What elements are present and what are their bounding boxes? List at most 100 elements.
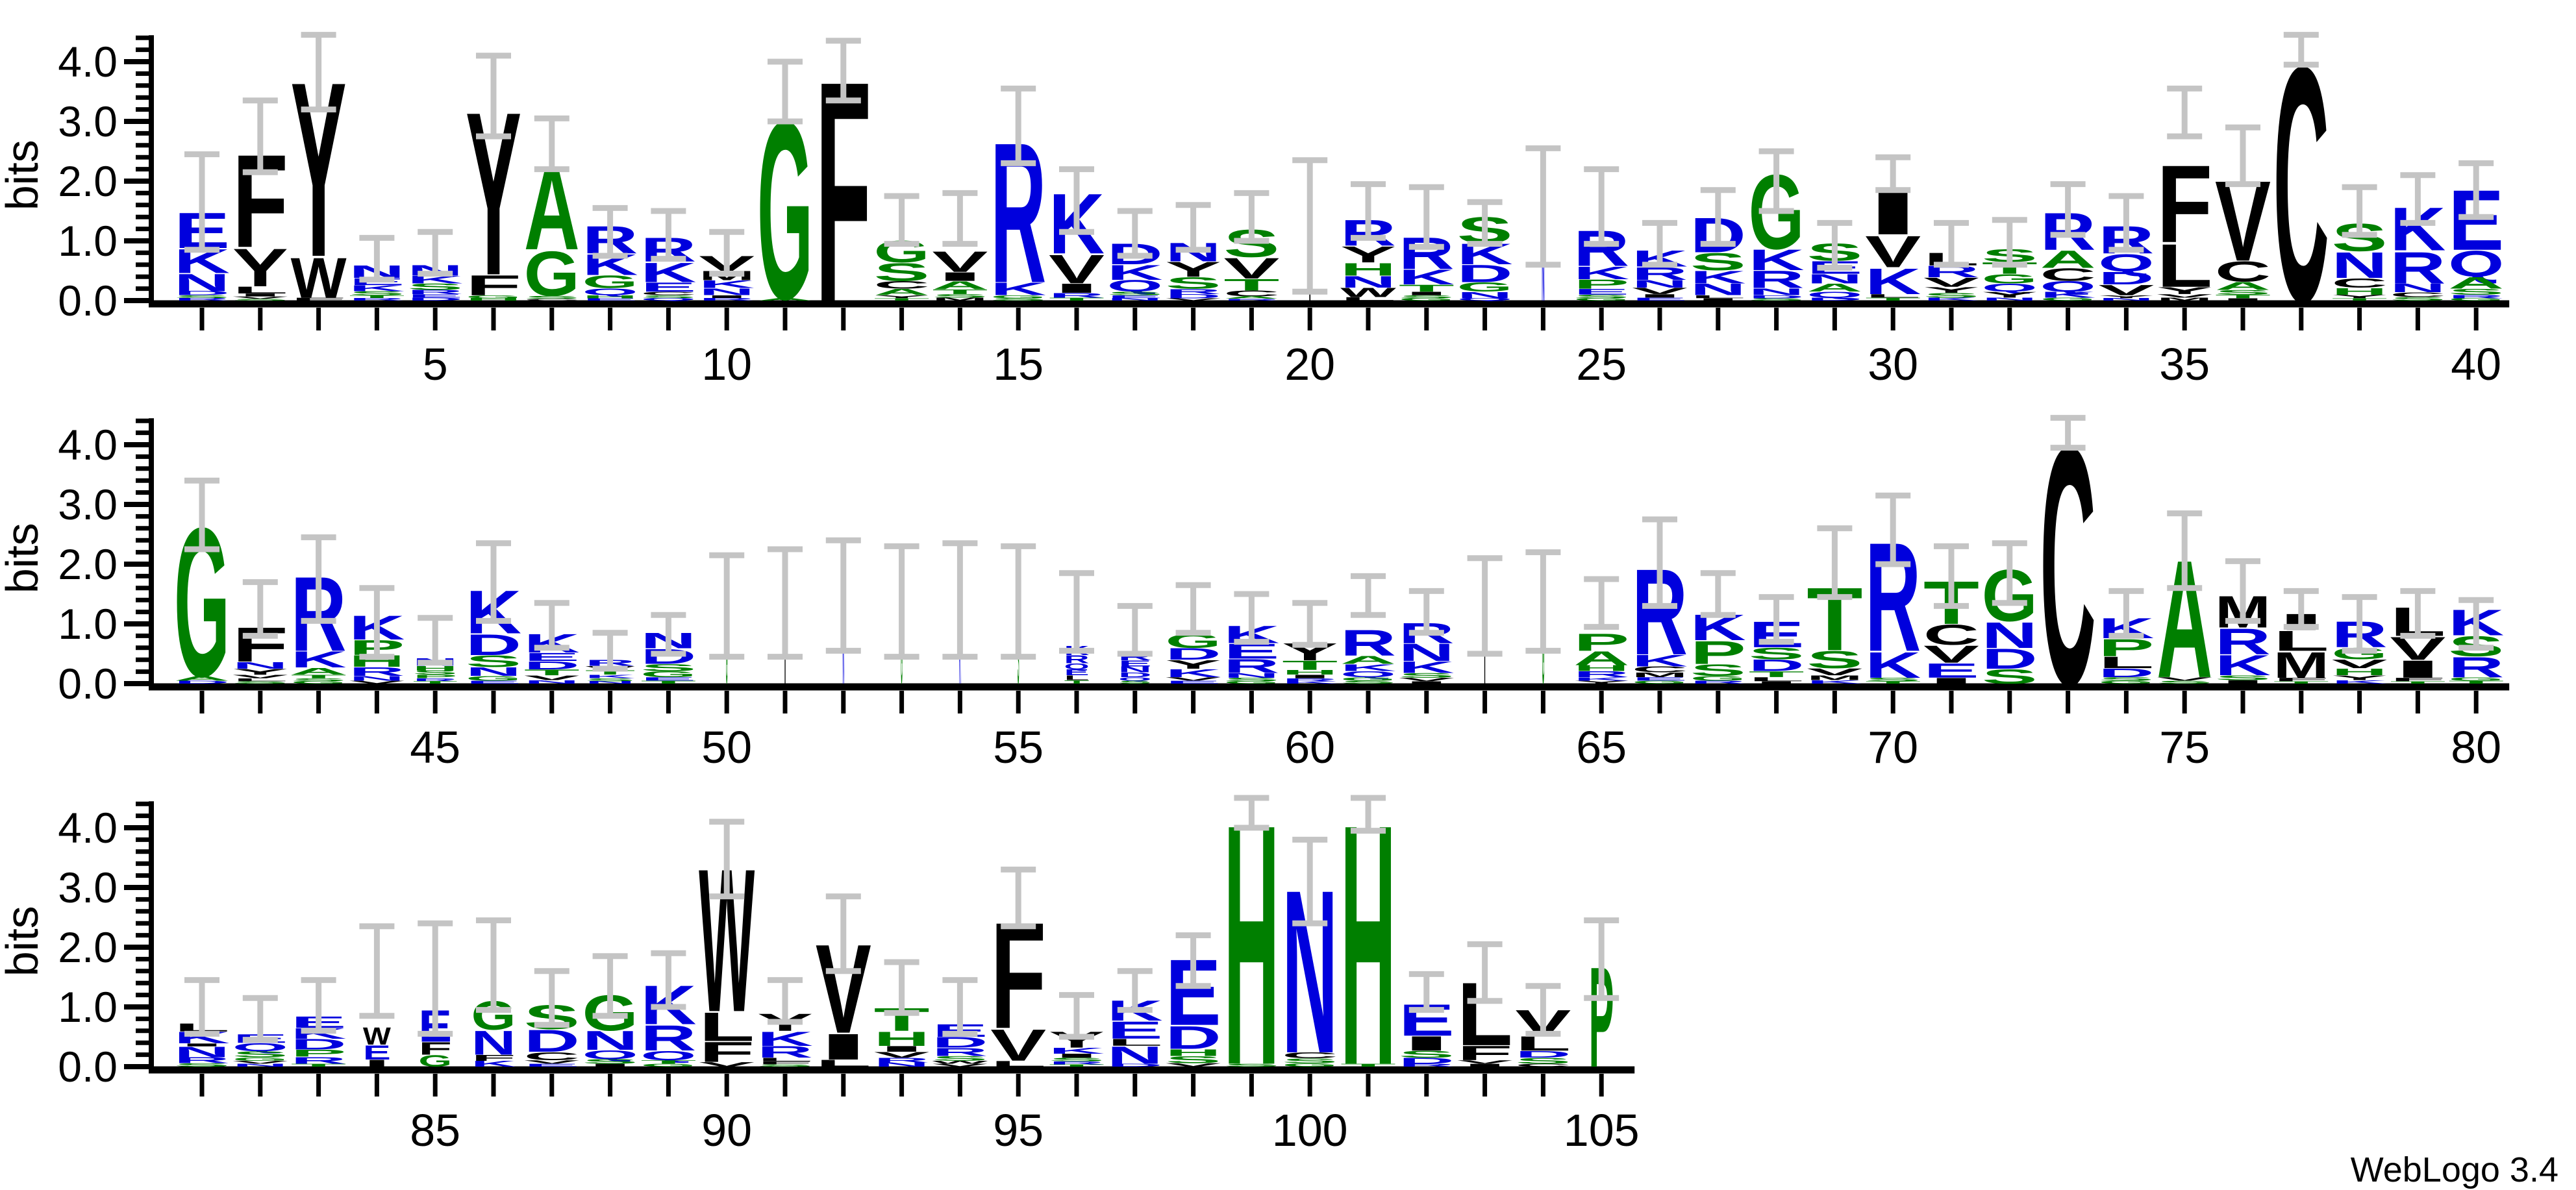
error-bar xyxy=(2108,193,2144,253)
logo-letter: R xyxy=(2390,242,2445,293)
logo-letter: N xyxy=(174,269,230,297)
logo-letter: Y xyxy=(1166,658,1221,671)
logo-letter: K xyxy=(471,1060,516,1069)
logo-letter: N xyxy=(466,665,521,678)
logo-letter: S xyxy=(1282,1057,1338,1064)
error-bar xyxy=(1934,543,1969,609)
x-tick-label: 30 xyxy=(1868,339,1918,383)
logo-letter: D xyxy=(407,297,463,301)
logo-letter: K xyxy=(1166,667,1221,680)
logo-letter: R xyxy=(757,1043,813,1061)
logo-letter: F xyxy=(1457,1041,1513,1065)
logo-letter: I xyxy=(699,295,755,299)
logo-letter: S xyxy=(640,662,696,673)
logo-letter: E xyxy=(1632,676,1688,682)
logo-letter: R xyxy=(1749,266,1805,293)
logo-letter: R xyxy=(1223,655,1279,677)
logo-letter: F xyxy=(2390,676,2445,682)
y-tick-label: 2.0 xyxy=(58,157,118,205)
logo-letter: R xyxy=(2215,621,2271,662)
y-tick-label: 1.0 xyxy=(58,600,118,648)
logo-letter: I xyxy=(2390,656,2445,683)
error-bar xyxy=(1467,555,1503,657)
logo-letter: A xyxy=(1807,282,1862,295)
logo-letter: Q xyxy=(1064,662,1090,671)
logo-letter: M xyxy=(2273,645,2329,686)
logo-letter: Q xyxy=(2448,244,2504,285)
logo-letter: W xyxy=(363,1022,392,1050)
logo-letter: R xyxy=(174,297,230,301)
logo-letter: N xyxy=(1749,286,1805,297)
logo-letter: W xyxy=(932,1060,988,1065)
error-bar xyxy=(1001,543,1036,660)
logo-letter: Q xyxy=(1118,676,1152,682)
logo-letter: R xyxy=(174,1056,230,1065)
logo-letter: E xyxy=(407,293,463,299)
logo-letter: P xyxy=(413,674,458,679)
logo-letter: S xyxy=(2215,674,2271,681)
error-bar xyxy=(1934,219,1969,268)
logo-letter: S xyxy=(1690,249,1746,276)
logo-letter: S xyxy=(1166,1054,1221,1065)
logo-letter: Q xyxy=(2098,249,2154,277)
logo-letter: T xyxy=(2273,680,2329,684)
logo-letter: F xyxy=(471,1054,516,1063)
logo-letter: C xyxy=(1632,665,1688,674)
error-bar xyxy=(2167,510,2203,591)
logo-letter: T xyxy=(1865,297,1921,301)
error-bar xyxy=(1992,540,2027,606)
error-bar xyxy=(1817,219,1853,271)
logo-letter: S xyxy=(640,295,696,299)
logo-letter: Q xyxy=(232,1041,288,1054)
logo-letter: N xyxy=(1399,639,1455,666)
logo-letter: S xyxy=(349,290,405,297)
logo-letter: G xyxy=(1573,297,1629,301)
logo-letter: T xyxy=(2215,293,2271,299)
logo-letter: T xyxy=(1749,670,1805,679)
error-bar xyxy=(2458,597,2494,651)
error-bar xyxy=(1292,836,1328,926)
logo-letter: T xyxy=(2390,680,2445,684)
logo-letter: M xyxy=(1807,674,1862,681)
logo-letter: T xyxy=(932,288,988,295)
logo-letter: S xyxy=(1923,291,1979,299)
logo-letter: V xyxy=(932,1063,988,1067)
error-bar xyxy=(1175,932,1211,989)
logo-letter: A xyxy=(1223,296,1279,300)
logo-letter: Y xyxy=(2157,285,2212,296)
logo-letter: H xyxy=(1340,259,1396,279)
error-bar xyxy=(709,819,745,900)
logo-letter: S xyxy=(2098,676,2154,682)
logo-letter: D xyxy=(1749,656,1805,675)
logo-letter: I xyxy=(1923,676,1979,686)
error-bar xyxy=(1875,492,1911,567)
error-bar xyxy=(2342,184,2377,238)
logo-letter: N xyxy=(1107,1042,1163,1069)
logo-letter: S xyxy=(1399,1049,1455,1060)
logo-letter: D xyxy=(1457,260,1513,288)
logo-letter: G xyxy=(2040,297,2096,301)
error-bar xyxy=(2342,594,2377,654)
logo-letter: S xyxy=(466,652,521,671)
logo-letter: E xyxy=(1166,680,1221,684)
logo-letter: D xyxy=(1399,1056,1455,1065)
error-bar xyxy=(1351,181,1386,241)
error-bar xyxy=(1642,219,1677,268)
error-bar xyxy=(942,190,978,247)
logo-letter: H xyxy=(582,295,638,299)
error-bar xyxy=(1292,600,1328,648)
logo-letter: S xyxy=(1223,1063,1279,1067)
logo-letter: S xyxy=(2448,288,2504,297)
error-bar xyxy=(1059,570,1094,654)
logo-letter: M xyxy=(1632,671,1688,678)
logo-letter: R xyxy=(349,297,405,301)
logo-letter: C xyxy=(1223,289,1279,298)
y-axis-title: bits xyxy=(0,140,47,210)
x-tick-label: 5 xyxy=(423,339,448,383)
logo-letter: G xyxy=(640,670,696,679)
logo-letter: V xyxy=(524,1060,581,1065)
logo-letter: V xyxy=(2157,293,2213,299)
x-tick-label: 90 xyxy=(701,1105,752,1156)
logo-letter: V xyxy=(1923,641,1979,668)
logo-letter: N xyxy=(1340,273,1396,291)
